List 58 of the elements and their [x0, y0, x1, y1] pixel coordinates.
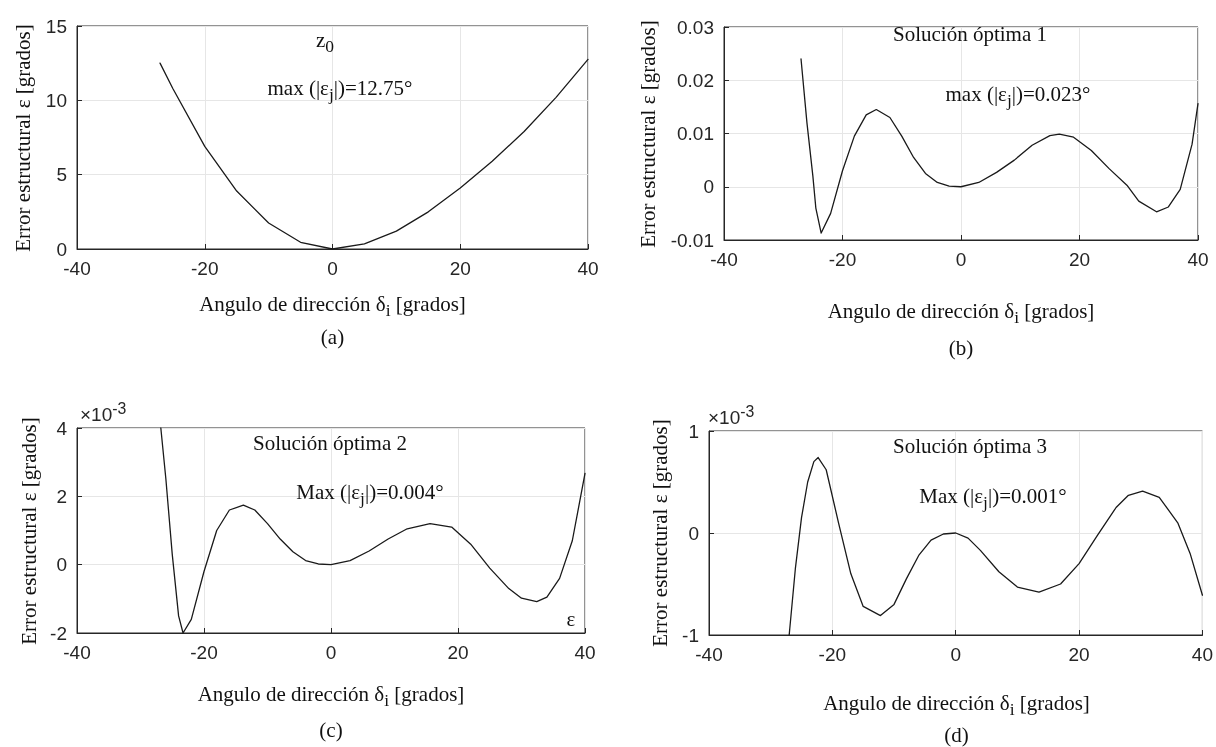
y-tick-label: 0	[688, 522, 699, 544]
x-tick-label: -40	[63, 642, 91, 663]
y-tick-label: 0	[703, 176, 714, 198]
y-tick-label: -1	[682, 624, 699, 646]
x-tick-label: 20	[447, 642, 469, 663]
x-tick-label: -40	[695, 644, 723, 665]
x-tick-label: 40	[577, 258, 599, 279]
annotation: Max (|ε$_{j}$|)=0.001°	[919, 484, 1067, 513]
y-axis-title: Error estructural ε [grados]	[635, 19, 660, 248]
y-tick-label: 5	[56, 164, 67, 186]
text: ×10$^{-3}$	[708, 403, 755, 429]
y-axis-title: Error estructural ε [grados]	[16, 416, 41, 645]
annotation: ε	[566, 607, 576, 631]
x-axis-title: Angulo de dirección δ$_{i}$ [grados]	[199, 292, 466, 321]
x-tick-label: 40	[1187, 249, 1209, 270]
y-axis-title: Error estructural ε [grados]	[10, 23, 35, 252]
x-axis-title: Angulo de dirección δ$_{i}$ [grados]	[827, 299, 1095, 328]
y-tick-label: 0	[56, 554, 67, 576]
y-tick-label: 15	[45, 15, 67, 37]
y-tick-label: 0.02	[677, 69, 714, 91]
x-tick-label: -20	[191, 258, 219, 279]
annotation: Max (|ε$_{j}$|)=0.004°	[296, 480, 444, 509]
x-tick-label: 0	[950, 644, 962, 665]
annotation: max (|ε$_{j}$|)=0.023°	[945, 82, 1091, 111]
annotation: Solución óptima 1	[893, 22, 1047, 46]
y-tick-label: 0.01	[677, 123, 714, 144]
annotation: z$_{0}$	[315, 28, 335, 57]
y-tick-label: 10	[45, 89, 67, 111]
x-tick-label: 0	[325, 642, 337, 663]
y-tick-label: 0.03	[677, 16, 714, 38]
x-tick-label: -20	[818, 644, 847, 665]
x-tick-label: -20	[190, 642, 218, 663]
x-tick-label: 0	[955, 249, 967, 270]
x-tick-label: 20	[1068, 249, 1091, 270]
y-tick-label: -2	[50, 622, 67, 644]
x-tick-label: 0	[327, 258, 338, 279]
y-axis-title: Error estructural ε [grados]	[647, 419, 672, 647]
annotation: Solución óptima 2	[253, 431, 407, 455]
x-axis-title: Angulo de dirección δ$_{i}$ [grados]	[197, 682, 465, 711]
x-tick-label: -40	[63, 258, 91, 279]
x-tick-label: 40	[574, 642, 596, 663]
annotation: Solución óptima 3	[893, 434, 1047, 458]
x-tick-label: 20	[449, 258, 471, 279]
text: (d)	[944, 723, 969, 747]
y-tick-label: 2	[56, 485, 67, 507]
text: (a)	[320, 325, 345, 349]
y-tick-label: 1	[688, 420, 699, 442]
x-tick-label: -20	[828, 249, 857, 270]
y-tick-label: 4	[56, 417, 68, 439]
x-tick-label: 40	[1191, 644, 1213, 665]
text: (b)	[948, 336, 974, 360]
text: ×10$^{-3}$	[80, 400, 127, 426]
text: (c)	[319, 718, 343, 742]
x-tick-label: 20	[1068, 644, 1090, 665]
annotation: max (|ε$_{j}$|)=12.75°	[267, 76, 413, 105]
x-axis-title: Angulo de dirección δ$_{i}$ [grados]	[823, 691, 1090, 720]
x-tick-label: -40	[710, 249, 738, 270]
y-tick-label: -0.01	[670, 229, 714, 251]
